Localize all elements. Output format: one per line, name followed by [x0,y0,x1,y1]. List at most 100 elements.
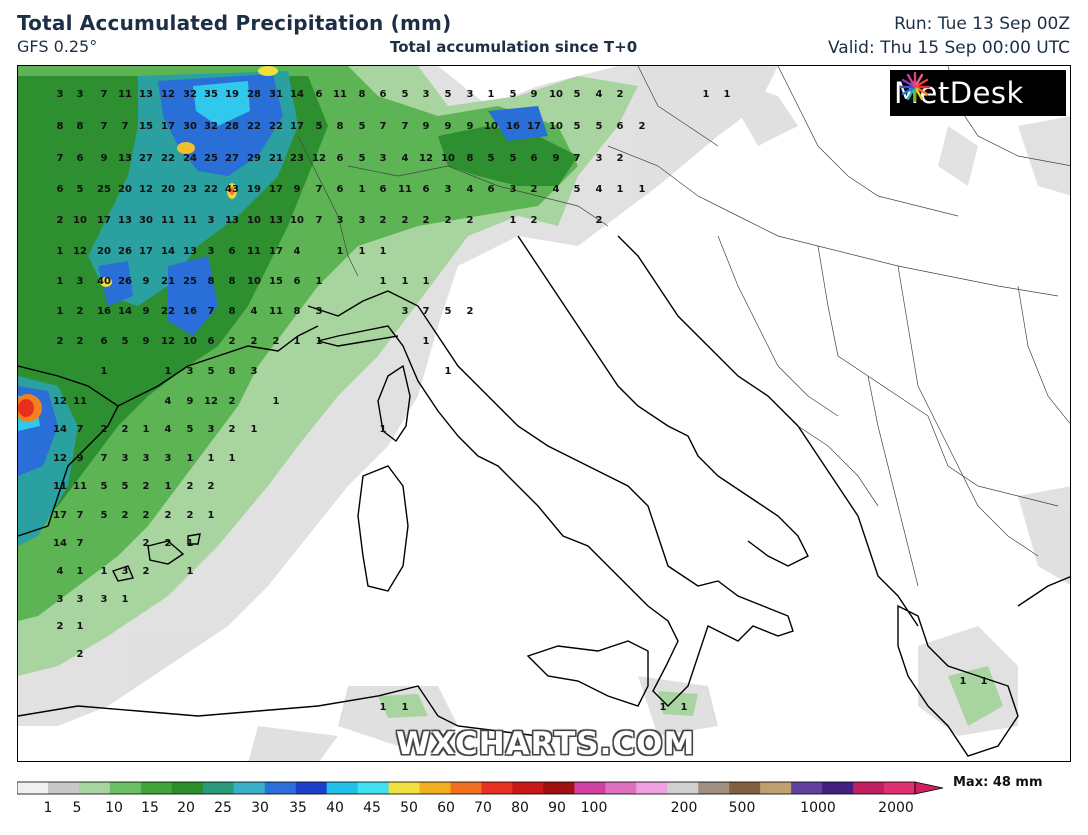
chart-subtitle: Total accumulation since T+0 [390,38,638,56]
precip-value-label: 22 [204,184,218,195]
precip-value-label: 7 [122,121,129,132]
precip-value-label: 1 [510,215,517,226]
precip-value-label: 6 [380,89,387,100]
precip-value-label: 3 [208,246,215,257]
precip-value-label: 1 [229,453,236,464]
precip-value-label: 1 [359,184,366,195]
metdesk-logo: MetDesk [890,70,1066,116]
precipitation-map[interactable]: 3 3 7 11 13 12 32 35 19 28 31 14 6 11 8 6 5 3 5 3 1 5 9 10 5 4 2 1 1… [17,65,1071,762]
precip-value-label: 3 [143,453,150,464]
precip-value-label: 25 [97,184,111,195]
precip-value-label: 6 [337,184,344,195]
colorbar [17,781,944,795]
precip-value-label: 6 [101,336,108,347]
precip-value-label: 20 [118,184,132,195]
colorbar-segment [233,782,266,794]
colorbar-tick-label: 45 [363,800,381,816]
precip-value-label: 3 [251,366,258,377]
precip-value-label: 2 [380,215,387,226]
precip-value-label: 25 [183,276,197,287]
precip-value-label: 9 [531,89,538,100]
precip-value-label: 22 [269,121,283,132]
precip-value-label: 2 [596,215,603,226]
precip-value-label: 20 [97,246,111,257]
precip-value-label: 5 [122,481,129,492]
precip-value-label: 2 [187,510,194,521]
precip-value-label: 4 [553,184,560,195]
precip-value-label: 17 [161,121,175,132]
precip-value-label: 26 [118,276,132,287]
colorbar-segment [605,782,637,794]
precip-value-label: 5 [574,121,581,132]
precip-value-label: 10 [183,336,197,347]
precip-value-label: 9 [445,121,452,132]
precip-value-label: 7 [380,121,387,132]
metdesk-starburst-icon [899,71,931,103]
precip-value-label: 8 [337,121,344,132]
precip-value-label: 22 [161,306,175,317]
precip-value-label: 11 [247,246,261,257]
colorbar-tick-label: 1 [43,800,53,816]
precip-value-label: 4 [294,246,301,257]
precip-value-label: 1 [101,566,108,577]
colorbar-segment [760,782,792,794]
precip-value-labels: 3 3 7 11 13 12 32 35 19 28 31 14 6 11 8 6 5 3 5 3 1 5 9 10 5 4 2 1 1… [53,89,987,713]
precip-value-label: 1 [724,89,731,100]
precip-value-label: 14 [118,306,132,317]
precip-value-label: 30 [139,215,153,226]
precip-value-label: 5 [101,510,108,521]
precip-value-label: 32 [183,89,197,100]
precip-value-label: 7 [101,453,108,464]
precip-value-label: 6 [488,184,495,195]
precip-value-label: 2 [165,510,172,521]
precip-value-label: 15 [139,121,153,132]
colorbar-segment [667,782,699,794]
precip-value-label: 3 [208,424,215,435]
precip-value-label: 5 [359,121,366,132]
precip-value-label: 2 [229,336,236,347]
precip-value-label: 2 [617,89,624,100]
colorbar-tick-label: 500 [728,800,756,816]
precip-value-label: 3 [208,215,215,226]
colorbar-segment [636,782,668,794]
max-value-label: Max: 48 mm [953,775,1043,790]
colorbar-segment [884,782,916,794]
precip-value-label: 4 [402,153,409,164]
precip-value-label: 3 [77,276,84,287]
precip-value-label: 16 [183,306,197,317]
precip-value-label: 1 [57,276,64,287]
precip-value-label: 2 [165,538,172,549]
precip-value-label: 1 [337,246,344,257]
precip-value-label: 1 [77,621,84,632]
precip-value-label: 3 [122,453,129,464]
precip-value-label: 12 [204,396,218,407]
precip-value-label: 8 [208,276,215,287]
precip-value-label: 11 [118,89,132,100]
colorbar-segment [729,782,761,794]
precip-value-label: 11 [333,89,347,100]
precip-value-label: 7 [316,184,323,195]
precip-value-label: 31 [269,89,283,100]
colorbar-segment [140,782,173,794]
precip-value-label: 10 [290,215,304,226]
precip-value-label: 1 [316,276,323,287]
precip-value-label: 1 [380,246,387,257]
precip-value-label: 2 [77,649,84,660]
precip-value-label: 2 [402,215,409,226]
colorbar-segment [264,782,297,794]
precip-value-label: 9 [77,453,84,464]
precip-value-label: 17 [269,246,283,257]
precip-value-label: 26 [118,246,132,257]
precip-value-label: 13 [118,215,132,226]
precip-value-label: 4 [596,184,603,195]
precip-value-label: 1 [57,306,64,317]
precip-value-label: 5 [359,153,366,164]
precip-value-label: 13 [183,246,197,257]
precip-value-label: 7 [316,215,323,226]
precip-value-label: 1 [380,424,387,435]
colorbar-ticks: 1 5 10 15 20 25 30 35 40 45 50 60 70 80 90 100 200 500 100… [17,800,917,820]
precip-value-label: 2 [531,184,538,195]
precip-value-label: 14 [53,424,67,435]
precip-value-label: 12 [139,184,153,195]
colorbar-tick-label: 1000 [800,800,836,816]
